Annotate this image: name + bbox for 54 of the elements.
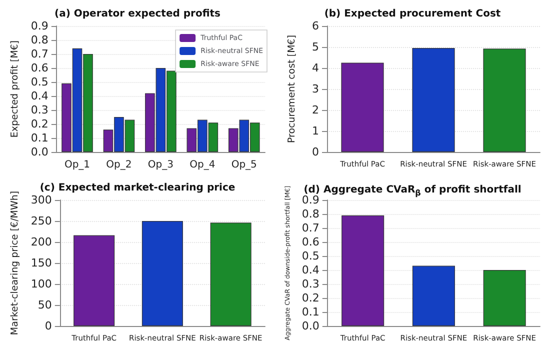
y-tick-label: 200 [30, 236, 52, 248]
y-tick-label: 0.8 [302, 208, 320, 220]
bar [342, 215, 384, 326]
y-tick-label: 0.3 [30, 104, 48, 116]
x-tick-label: Op_4 [190, 160, 216, 170]
bar [483, 270, 526, 326]
y-tick-label: 0.1 [30, 132, 48, 144]
y-tick-label: 0.8 [30, 34, 48, 46]
chart-title: (b) Expected procurement Cost [324, 8, 501, 20]
y-tick-label: 0.6 [30, 62, 48, 74]
y-tick-label: 5 [312, 40, 319, 54]
y-tick-label: 1 [312, 124, 319, 138]
y-tick-label: 0.1 [302, 306, 320, 318]
y-tick-label: 0.6 [302, 236, 320, 248]
bar [74, 235, 115, 326]
y-axis-title: Expected profit [M€] [10, 40, 20, 138]
bar [412, 266, 455, 326]
y-tick-label: 300 [30, 194, 52, 206]
x-tick-label: Op_3 [148, 160, 174, 170]
x-tick-label: Op_5 [231, 160, 257, 170]
y-axis-title: Market-clearing price [€/MWh] [10, 190, 20, 336]
y-tick-label: 0.0 [30, 146, 48, 158]
chart-title: (a) Operator expected profits [54, 8, 221, 20]
bar [483, 48, 526, 152]
y-tick-label: 0.4 [30, 90, 48, 102]
bar [142, 221, 183, 326]
y-tick-label: 250 [30, 214, 52, 228]
y-tick-label: 0.0 [302, 320, 320, 332]
bar [210, 222, 252, 326]
y-tick-label: 0.9 [302, 194, 320, 206]
y-tick-label: 100 [30, 278, 52, 290]
y-axis-title: Procurement cost [M€] [286, 34, 298, 144]
y-tick-label: 0.2 [302, 292, 320, 304]
y-tick-label: 3 [312, 82, 319, 96]
y-tick-label: 0.5 [302, 250, 320, 262]
y-tick-label: 2 [312, 104, 319, 116]
y-tick-label: 0.7 [30, 48, 48, 60]
y-tick-label: 0.9 [30, 20, 48, 32]
chart-title: (c) Expected market-clearing price [40, 182, 236, 194]
y-tick-label: 0 [44, 320, 52, 332]
bar [341, 62, 384, 152]
y-tick-label: 0.3 [302, 278, 320, 290]
x-tick-label: Op_2 [106, 160, 132, 170]
y-tick-label: 0 [312, 146, 319, 158]
y-tick-label: 150 [30, 256, 52, 270]
x-tick-label: Op_1 [64, 160, 90, 170]
y-tick-label: 0.7 [302, 222, 320, 234]
y-tick-label: 0.4 [302, 264, 320, 276]
bar [412, 48, 455, 152]
y-tick-label: 0.5 [30, 76, 48, 88]
y-tick-label: 4 [312, 62, 319, 74]
y-tick-label: 0.2 [30, 118, 48, 130]
y-tick-label: 6 [312, 20, 319, 32]
y-tick-label: 50 [38, 298, 52, 312]
